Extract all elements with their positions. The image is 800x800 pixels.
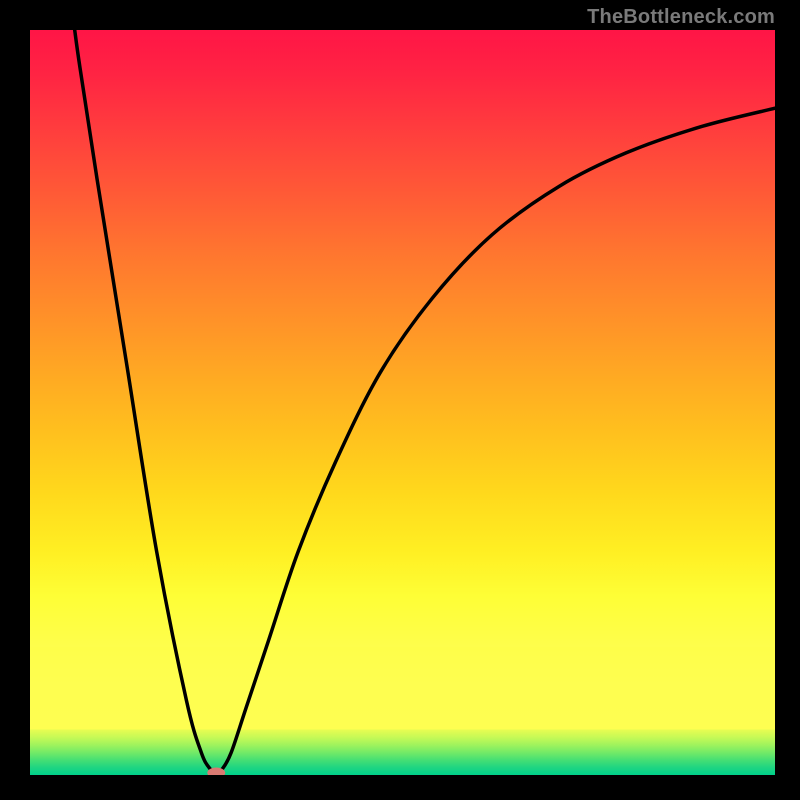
chart [30,30,775,775]
curve-layer [30,30,775,775]
watermark: TheBottleneck.com [587,6,775,29]
bottleneck-curve [75,30,775,773]
